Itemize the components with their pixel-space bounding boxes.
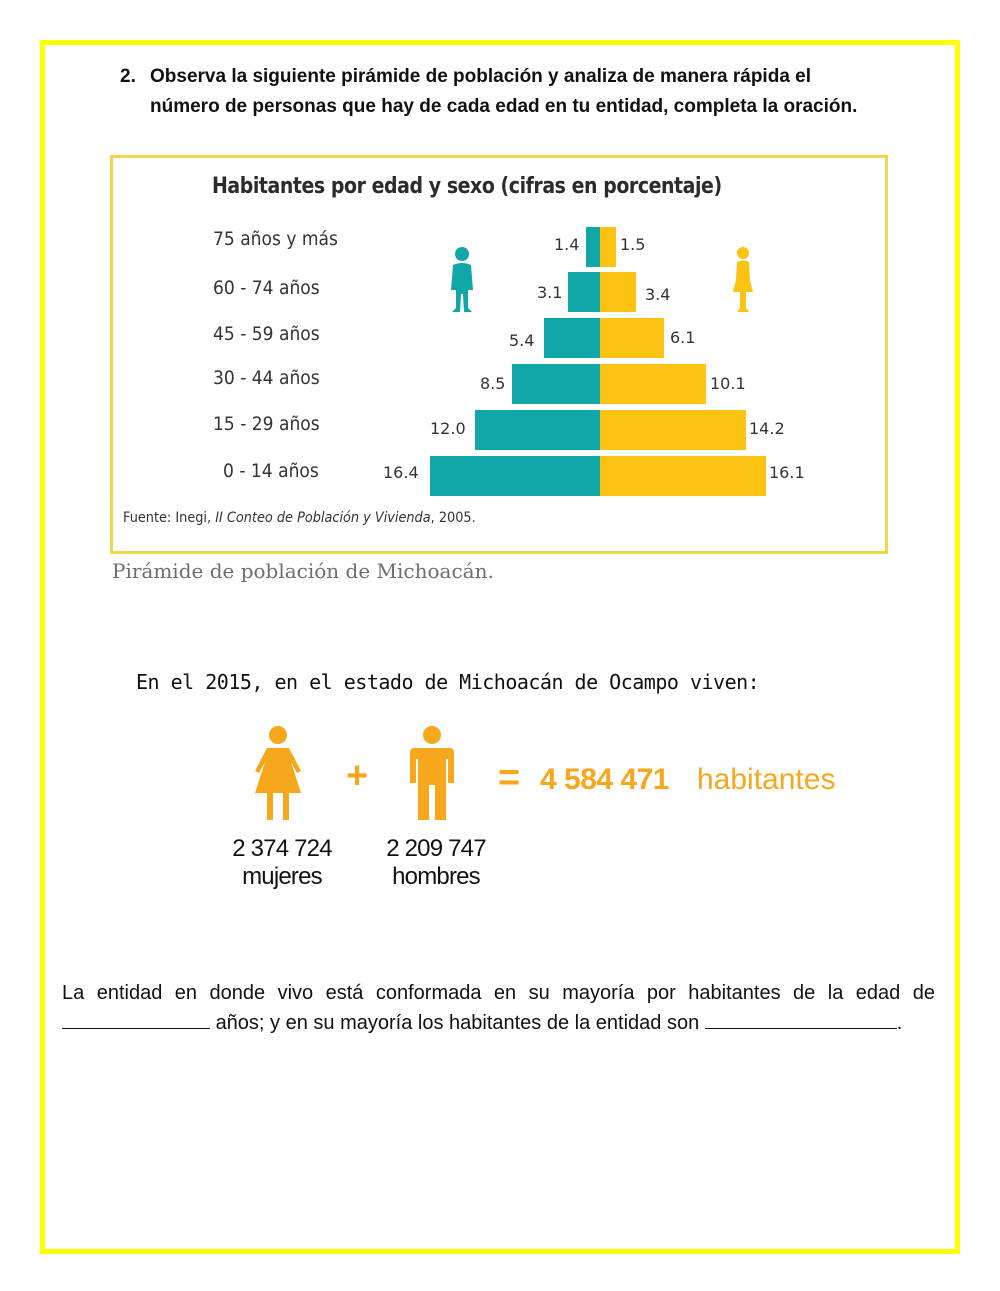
bar-female-45-59 xyxy=(600,318,664,358)
value-male: 8.5 xyxy=(480,374,506,393)
age-label: 0 - 14 años xyxy=(223,460,319,482)
total-unit: habitantes xyxy=(697,763,836,796)
value-female: 16.1 xyxy=(769,463,805,482)
chart-source: Fuente: Inegi, II Conteo de Población y … xyxy=(123,510,476,526)
female-figure-icon xyxy=(733,247,753,312)
value-female: 14.2 xyxy=(749,419,785,438)
population-pyramid-figure: Habitantes por edad y sexo (cifras en po… xyxy=(110,155,888,554)
bar-female-15-29 xyxy=(600,410,746,450)
age-label: 60 - 74 años xyxy=(213,277,320,299)
sentence-part-3: . xyxy=(896,1012,903,1034)
question-text: 2. Observa la siguiente pirámide de pobla… xyxy=(120,62,935,122)
population-infographic: + = 4 584 471 habitantes 2 374 724 mujer… xyxy=(200,715,900,905)
bar-male-75plus xyxy=(586,227,600,267)
age-blank-input[interactable] xyxy=(62,1010,210,1029)
value-male: 5.4 xyxy=(509,331,535,350)
men-count-block: 2 209 747 hombres xyxy=(376,835,496,891)
value-female: 6.1 xyxy=(670,328,696,347)
woman-icon xyxy=(255,726,301,820)
bar-female-60-74 xyxy=(600,272,636,312)
bar-male-30-44 xyxy=(512,364,600,404)
women-count-block: 2 374 724 mujeres xyxy=(222,835,342,891)
sentence-part-2: años; y en su mayoría los habitantes de … xyxy=(215,1012,700,1034)
page-border xyxy=(40,40,960,1254)
women-count: 2 374 724 xyxy=(232,835,332,862)
bar-female-30-44 xyxy=(600,364,706,404)
men-label: hombres xyxy=(392,863,481,890)
population-statement: En el 2015, en el estado de Michoacán de… xyxy=(136,670,760,694)
sentence-part-1: La entidad en donde vivo está conformada… xyxy=(62,982,935,1004)
male-figure-icon xyxy=(451,247,473,312)
bar-male-45-59 xyxy=(544,318,600,358)
source-prefix: Fuente: Inegi, xyxy=(123,510,216,526)
value-male: 3.1 xyxy=(537,283,563,302)
bar-male-60-74 xyxy=(568,272,600,312)
total-population: 4 584 471 xyxy=(540,763,669,796)
value-male: 12.0 xyxy=(430,419,466,438)
age-label: 15 - 29 años xyxy=(213,413,320,435)
chart-title: Habitantes por edad y sexo (cifras en po… xyxy=(212,174,722,199)
source-suffix: , 2005. xyxy=(430,510,476,526)
question-line-2: número de personas que hay de cada edad … xyxy=(150,96,858,117)
age-label: 75 años y más xyxy=(213,228,338,250)
age-label: 30 - 44 años xyxy=(213,367,320,389)
figure-caption: Pirámide de población de Michoacán. xyxy=(112,559,494,583)
question-line-1: Observa la siguiente pirámide de poblaci… xyxy=(150,66,812,87)
question-number: 2. xyxy=(120,66,136,87)
value-female: 3.4 xyxy=(645,285,671,304)
value-female: 10.1 xyxy=(710,374,746,393)
value-female: 1.5 xyxy=(620,235,646,254)
plus-sign: + xyxy=(346,755,369,797)
value-male: 1.4 xyxy=(554,235,580,254)
bar-female-0-14 xyxy=(600,456,766,496)
bar-male-0-14 xyxy=(430,456,600,496)
equals-sign: = xyxy=(498,757,521,799)
men-count: 2 209 747 xyxy=(386,835,486,862)
bar-male-15-29 xyxy=(475,410,600,450)
man-icon xyxy=(410,726,454,820)
women-label: mujeres xyxy=(242,863,323,890)
sex-blank-input[interactable] xyxy=(704,1010,897,1029)
value-male: 16.4 xyxy=(383,463,419,482)
source-title: II Conteo de Población y Vivienda xyxy=(215,510,431,526)
age-label: 45 - 59 años xyxy=(213,323,320,345)
bar-female-75plus xyxy=(600,227,616,267)
fill-in-sentence: La entidad en donde vivo está conformada… xyxy=(62,978,935,1038)
